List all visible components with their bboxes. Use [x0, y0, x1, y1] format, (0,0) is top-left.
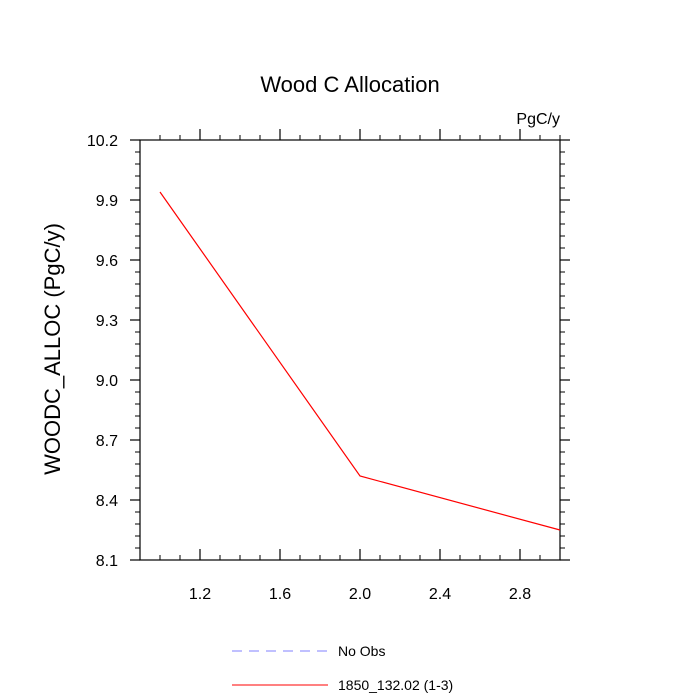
units-label: PgC/y — [516, 111, 560, 128]
legend: No Obs 1850_132.02 (1-3) — [232, 643, 453, 693]
x-tick-label: 1.2 — [189, 586, 211, 603]
y-tick-label: 8.4 — [96, 493, 118, 510]
y-tick-label: 9.9 — [96, 193, 118, 210]
y-tick-label: 8.1 — [96, 553, 118, 570]
chart-title: Wood C Allocation — [260, 72, 439, 97]
legend-label-0: No Obs — [338, 643, 385, 659]
x-tick-label: 1.6 — [269, 586, 291, 603]
x-tick-label: 2.0 — [349, 586, 371, 603]
y-tick-label: 9.6 — [96, 253, 118, 270]
ticks-layer: 1.2 1.6 2.0 2.4 2.8 8.1 8.4 8.7 9.0 9.3 9.6 9.9 10.2 — [87, 129, 570, 603]
y-tick-label: 9.3 — [96, 313, 118, 330]
series-layer — [159, 191, 561, 531]
series-line-0 — [159, 191, 561, 531]
x-tick-label: 2.4 — [429, 586, 451, 603]
plot-frame — [139, 139, 561, 561]
y-tick-label: 8.7 — [96, 433, 118, 450]
x-tick-label: 2.8 — [509, 586, 531, 603]
y-tick-label: 9.0 — [96, 373, 118, 390]
y-axis-label: WOODC_ALLOC (PgC/y) — [40, 223, 65, 475]
y-tick-label: 10.2 — [87, 133, 118, 150]
legend-label-1: 1850_132.02 (1-3) — [338, 677, 453, 693]
